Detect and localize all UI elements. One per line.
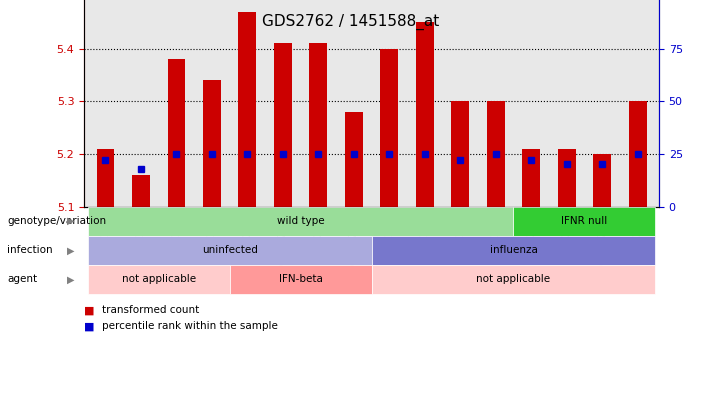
Text: genotype/variation: genotype/variation: [7, 216, 106, 226]
Text: infection: infection: [7, 245, 53, 255]
Text: IFN-beta: IFN-beta: [278, 275, 322, 284]
Text: influenza: influenza: [489, 245, 538, 255]
Bar: [451, 101, 469, 207]
Text: ▶: ▶: [67, 275, 74, 284]
Bar: [345, 112, 362, 207]
Bar: [416, 22, 434, 207]
Bar: [238, 12, 256, 207]
Bar: [309, 43, 327, 207]
Text: ▶: ▶: [67, 216, 74, 226]
Text: IFNR null: IFNR null: [562, 216, 608, 226]
Bar: [274, 43, 292, 207]
Text: GDS2762 / 1451588_at: GDS2762 / 1451588_at: [262, 14, 439, 30]
Bar: [203, 80, 221, 207]
Text: ▶: ▶: [67, 245, 74, 255]
Text: ■: ■: [84, 322, 95, 331]
Text: not applicable: not applicable: [121, 275, 196, 284]
Bar: [629, 101, 646, 207]
Bar: [97, 149, 114, 207]
Text: transformed count: transformed count: [102, 305, 199, 315]
Bar: [558, 149, 576, 207]
Text: uninfected: uninfected: [202, 245, 257, 255]
Bar: [593, 154, 611, 207]
Text: not applicable: not applicable: [477, 275, 550, 284]
Bar: [487, 101, 505, 207]
Text: wild type: wild type: [277, 216, 325, 226]
Bar: [522, 149, 540, 207]
Text: agent: agent: [7, 275, 37, 284]
Bar: [168, 59, 185, 207]
Bar: [381, 49, 398, 207]
Text: percentile rank within the sample: percentile rank within the sample: [102, 322, 278, 331]
Bar: [132, 175, 150, 207]
Text: ■: ■: [84, 305, 95, 315]
